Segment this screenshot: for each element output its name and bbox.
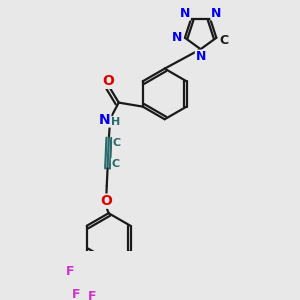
- Text: N: N: [211, 7, 221, 20]
- Text: C: C: [219, 34, 228, 47]
- Text: N: N: [195, 50, 206, 63]
- Text: F: F: [88, 290, 96, 300]
- Text: N: N: [172, 31, 183, 44]
- Text: N: N: [180, 7, 190, 20]
- Text: N: N: [99, 113, 111, 127]
- Text: F: F: [65, 265, 74, 278]
- Text: F: F: [72, 289, 80, 300]
- Text: C: C: [112, 159, 120, 169]
- Text: H: H: [112, 117, 121, 127]
- Text: C: C: [113, 138, 121, 148]
- Text: O: O: [102, 74, 114, 88]
- Text: O: O: [100, 194, 112, 208]
